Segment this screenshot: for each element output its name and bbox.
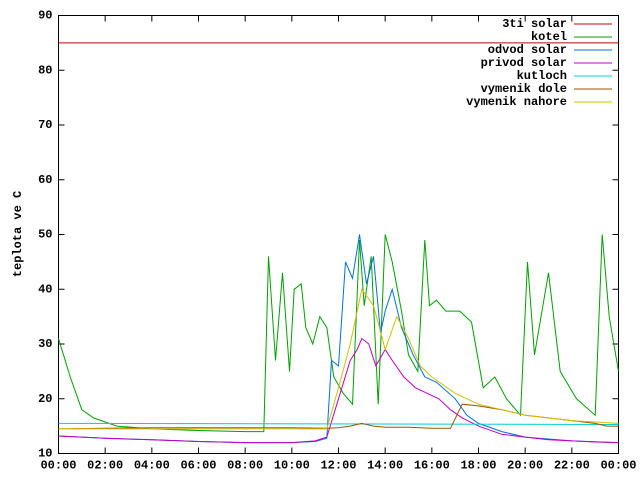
x-tick-label: 12:00 [320,459,356,473]
series-line [58,422,619,425]
y-tick-label: 60 [38,173,52,187]
x-tick-label: 20:00 [507,459,543,473]
x-tick-label: 18:00 [460,459,496,473]
y-tick-label: 10 [38,447,52,461]
x-tick-label: 00:00 [600,459,636,473]
y-tick-label: 80 [38,63,52,77]
y-axis-label: teplota ve C [11,191,25,277]
series-line [58,234,619,433]
legend-label: vymenik nahore [466,95,567,109]
y-tick-label: 90 [38,9,52,23]
y-tick-label: 50 [38,228,52,242]
series-line [58,288,619,430]
x-tick-label: 10:00 [274,459,310,473]
y-tick-label: 40 [38,282,52,296]
y-tick-label: 70 [38,118,52,132]
legend-label: 3ti solar [502,17,567,31]
x-tick-label: 22:00 [554,459,590,473]
x-tick-label: 08:00 [227,459,263,473]
legend-label: kotel [531,30,567,44]
x-tick-label: 04:00 [134,459,170,473]
y-tick-label: 20 [38,392,52,406]
legend-label: privod solar [481,56,567,70]
x-tick-label: 16:00 [414,459,450,473]
x-tick-label: 06:00 [180,459,216,473]
x-tick-label: 00:00 [40,459,76,473]
series-line [58,234,619,444]
legend-label: kutloch [517,69,567,83]
x-tick-label: 14:00 [367,459,403,473]
x-tick-label: 02:00 [87,459,123,473]
y-tick-label: 30 [38,337,52,351]
legend-label: vymenik dole [481,82,567,96]
legend-label: odvod solar [488,43,567,57]
